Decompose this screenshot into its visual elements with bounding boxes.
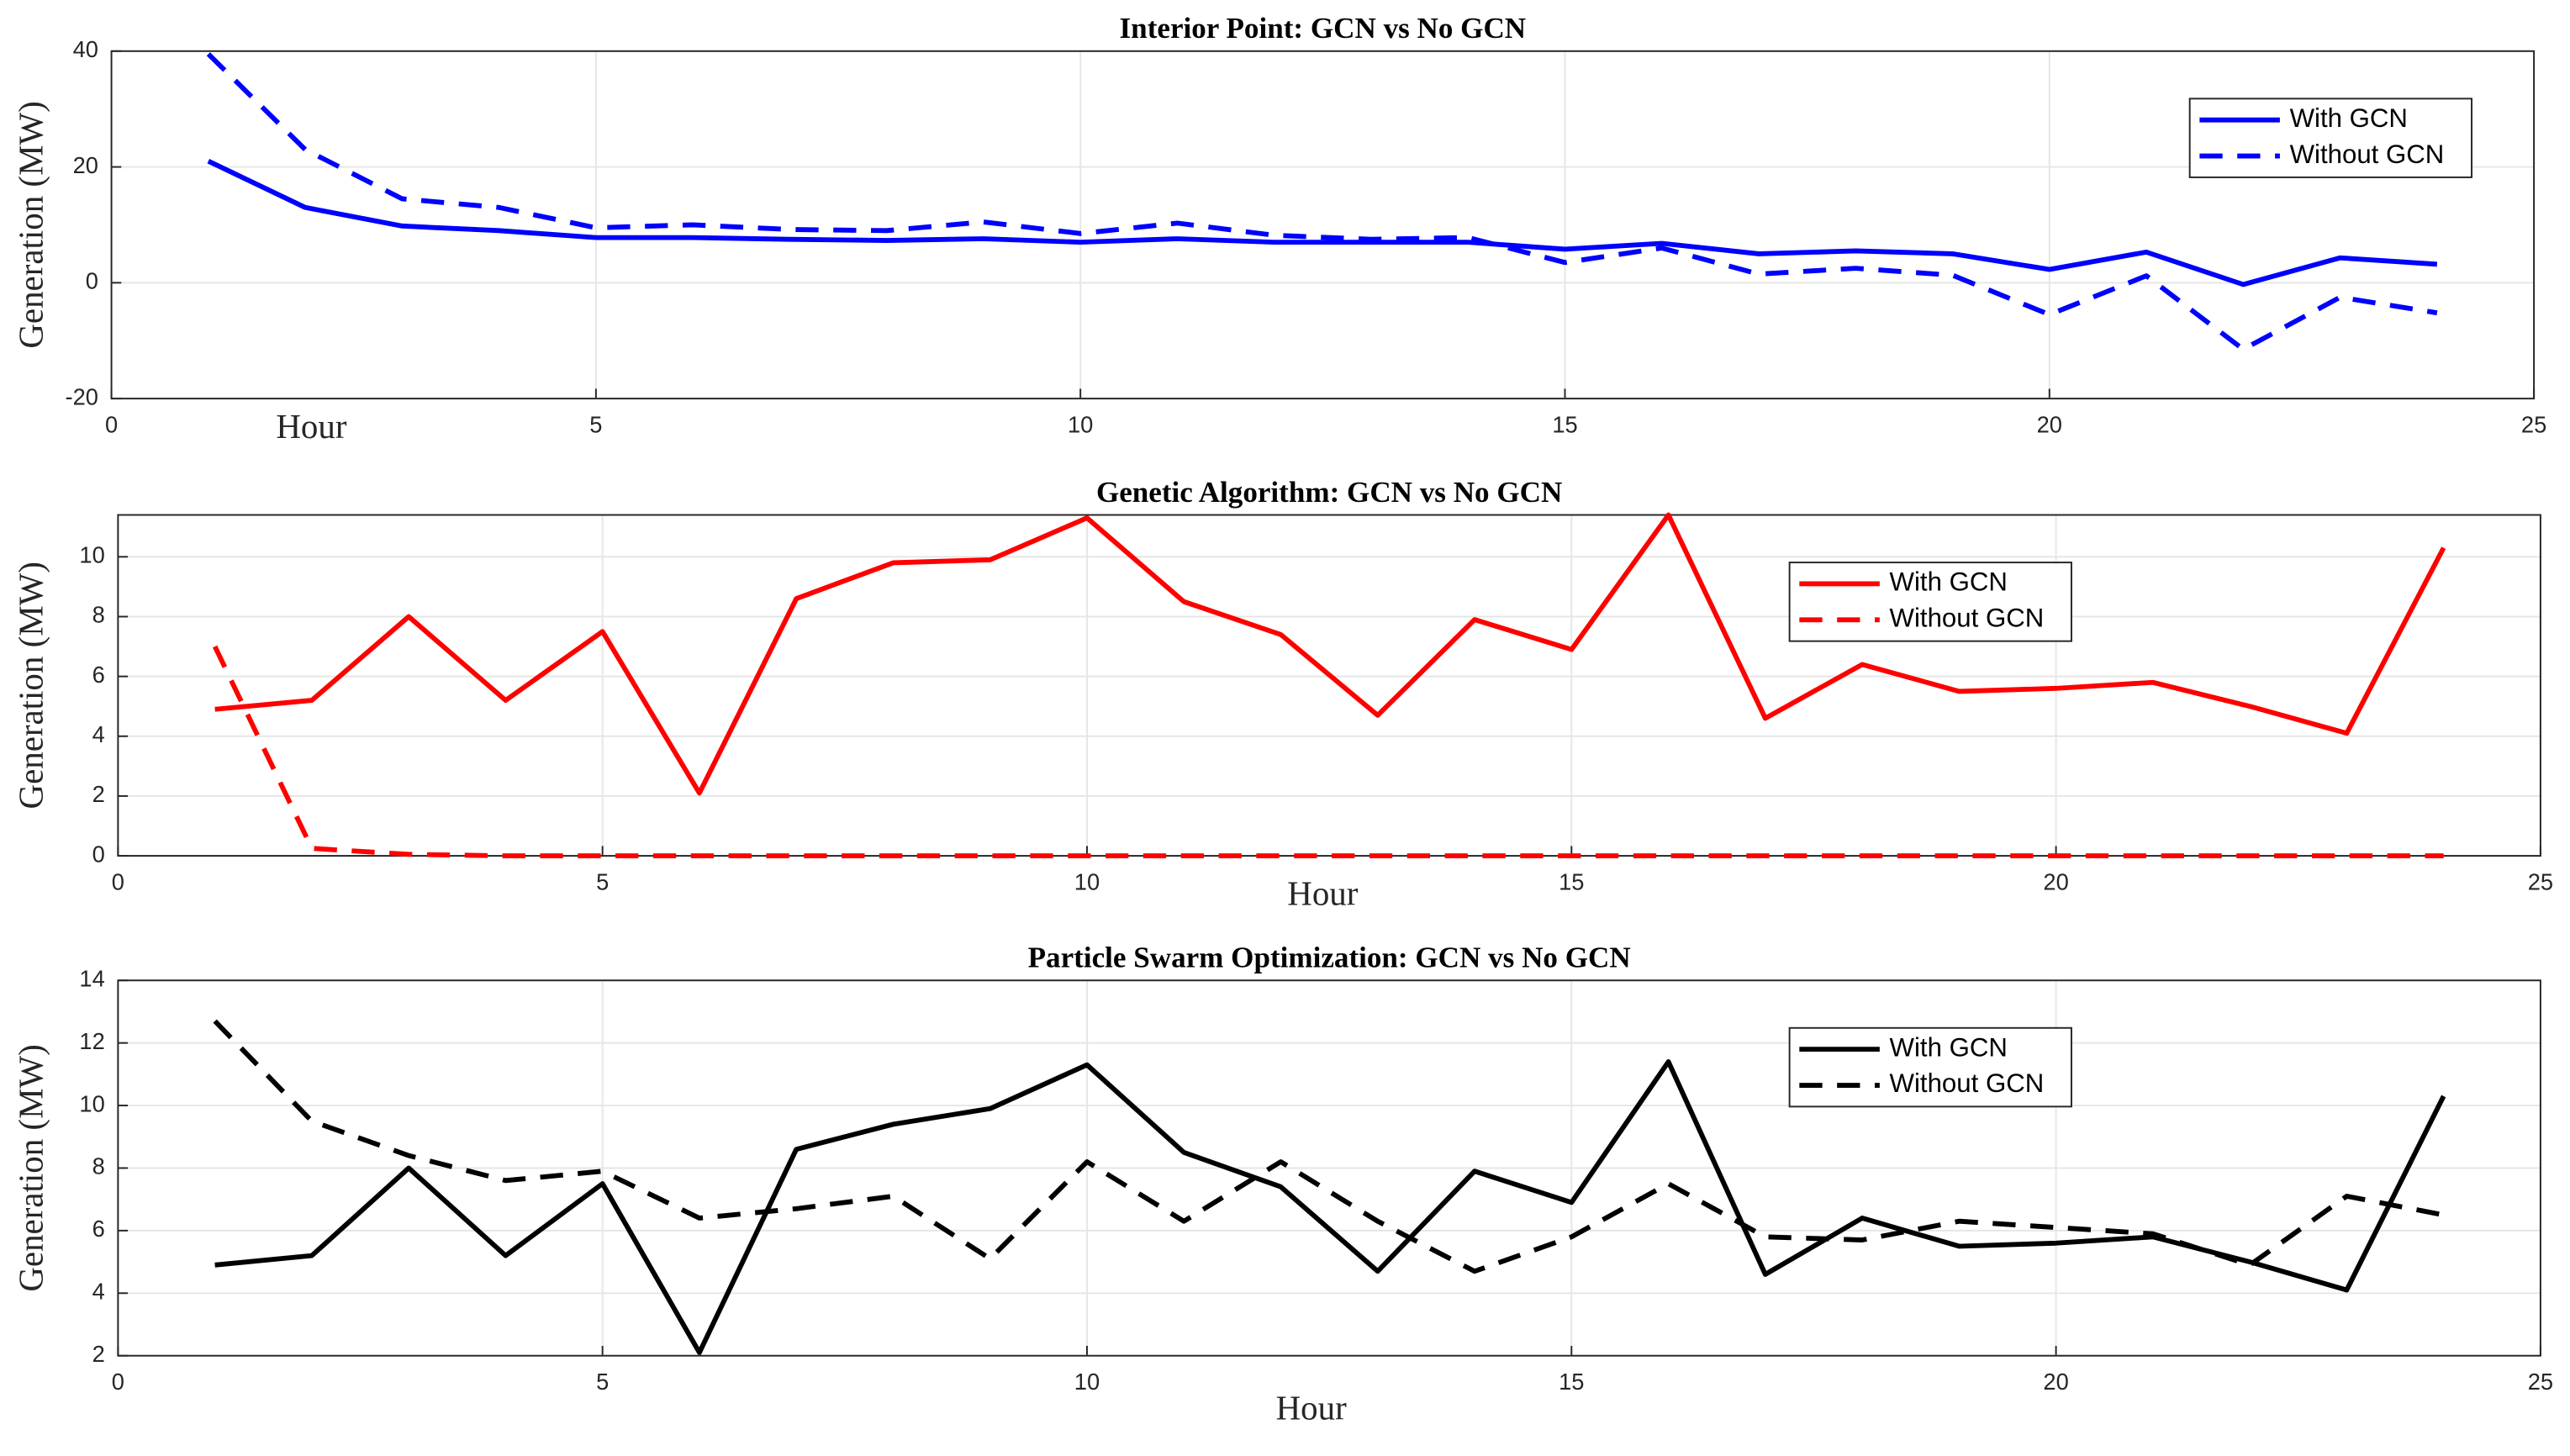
y-axis-label: Generation (MW) xyxy=(13,1044,50,1291)
legend-label: With GCN xyxy=(2290,103,2408,133)
x-tick-label: 25 xyxy=(2528,868,2553,894)
y-tick-label: 6 xyxy=(92,662,105,688)
y-tick-label: 8 xyxy=(92,1153,105,1179)
x-tick-label: 25 xyxy=(2528,1369,2553,1395)
chart-title: Genetic Algorithm: GCN vs No GCN xyxy=(1096,476,1562,509)
axes-box xyxy=(117,979,2541,1357)
legend-box xyxy=(1788,1026,2072,1108)
data-line xyxy=(207,159,2438,288)
y-tick-label: 20 xyxy=(73,152,98,178)
y-tick-label: 6 xyxy=(92,1216,105,1242)
chart-title: Particle Swarm Optimization: GCN vs No G… xyxy=(1028,942,1631,974)
plot-area xyxy=(118,514,2541,857)
legend-label: With GCN xyxy=(1890,1032,2008,1062)
data-line xyxy=(214,512,2446,796)
x-tick-label: 0 xyxy=(112,1369,124,1395)
x-tick-label: 20 xyxy=(2043,1369,2068,1395)
data-line xyxy=(214,1059,2446,1355)
y-tick-label: -20 xyxy=(66,383,98,409)
x-tick-label: 5 xyxy=(596,1369,609,1395)
x-tick-label: 20 xyxy=(2043,868,2068,894)
y-tick-label: 4 xyxy=(92,721,105,747)
y-tick-label: 12 xyxy=(79,1028,104,1054)
y-axis-label: Generation (MW) xyxy=(13,562,50,809)
y-tick-label: 40 xyxy=(73,36,98,62)
y-tick-label: 0 xyxy=(86,268,98,294)
y-tick-label: 8 xyxy=(92,602,105,628)
x-tick-label: 0 xyxy=(105,411,118,437)
data-line xyxy=(212,645,2444,858)
data-line xyxy=(206,52,2438,352)
legend-label: Without GCN xyxy=(2290,140,2445,169)
y-axis-label: Generation (MW) xyxy=(13,101,50,348)
x-tick-label: 0 xyxy=(112,868,124,894)
plot-area xyxy=(111,50,2535,399)
axes-box xyxy=(110,50,2536,400)
y-tick-label: 14 xyxy=(79,965,104,991)
y-tick-label: 4 xyxy=(92,1278,105,1304)
x-tick-label: 10 xyxy=(1074,868,1100,894)
x-tick-label: 5 xyxy=(589,411,602,437)
legend-box xyxy=(2188,98,2472,178)
legend-label: With GCN xyxy=(1890,567,2008,597)
x-axis-label: Hour xyxy=(1276,1390,1348,1427)
x-tick-label: 15 xyxy=(1559,1369,1584,1395)
x-tick-label: 15 xyxy=(1559,868,1584,894)
y-tick-label: 0 xyxy=(92,841,105,867)
y-tick-label: 10 xyxy=(79,542,104,568)
x-tick-label: 5 xyxy=(596,868,609,894)
data-line xyxy=(213,1019,2445,1274)
y-tick-label: 10 xyxy=(79,1090,104,1116)
x-tick-label: 15 xyxy=(1552,411,1577,437)
legend-label: Without GCN xyxy=(1890,604,2045,633)
x-axis-label: Hour xyxy=(1287,875,1359,913)
x-tick-label: 25 xyxy=(2521,411,2546,437)
legend-box xyxy=(1788,562,2072,642)
x-axis-label: Hour xyxy=(276,408,347,446)
x-tick-label: 10 xyxy=(1068,411,1093,437)
y-tick-label: 2 xyxy=(92,781,105,807)
legend-label: Without GCN xyxy=(1890,1068,2045,1098)
chart-title: Interior Point: GCN vs No GCN xyxy=(1120,12,1527,45)
x-tick-label: 20 xyxy=(2037,411,2062,437)
x-tick-label: 10 xyxy=(1074,1369,1100,1395)
axes-box xyxy=(117,514,2541,857)
y-tick-label: 2 xyxy=(92,1341,105,1367)
